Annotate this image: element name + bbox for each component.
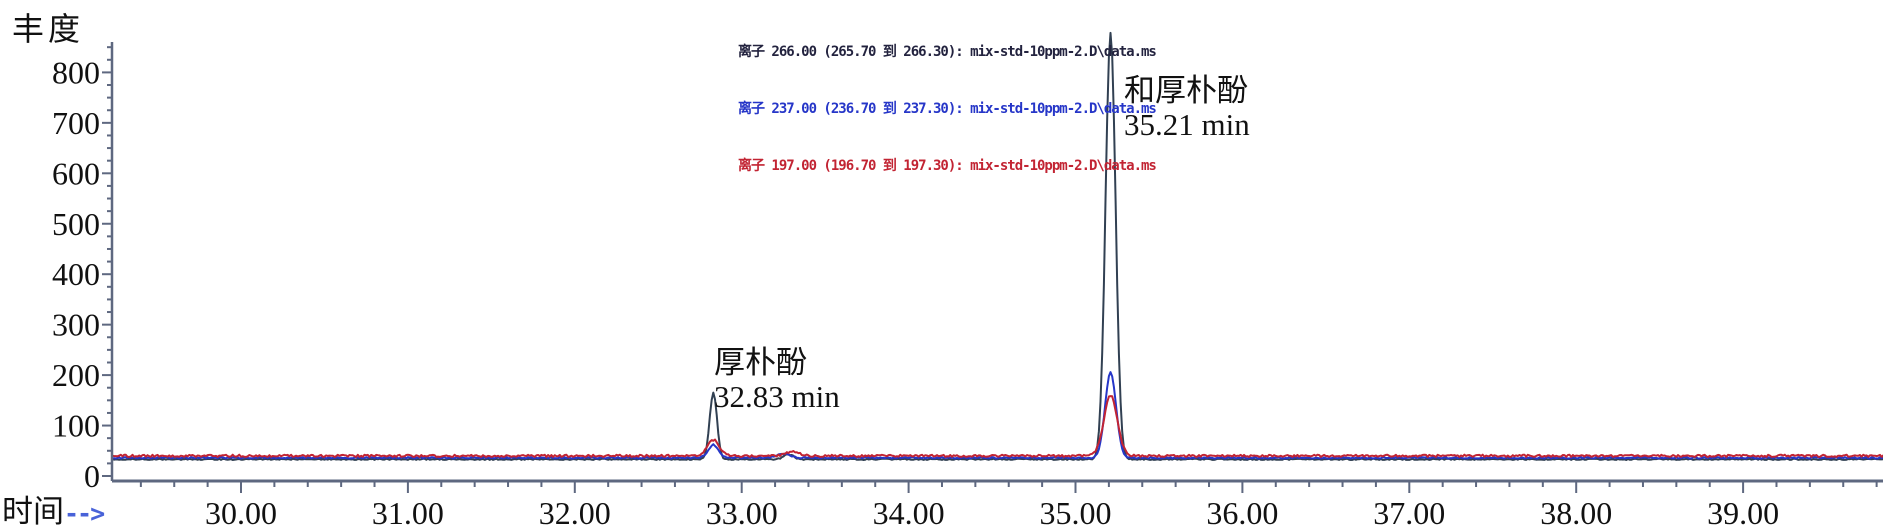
y-tick-label: 500 (52, 206, 100, 242)
x-tick-label: 34.00 (873, 495, 945, 529)
trace-ion-266 (111, 31, 1883, 461)
y-tick-label: 0 (84, 458, 100, 494)
x-tick-label: 38.00 (1540, 495, 1612, 529)
x-tick-label: 31.00 (372, 495, 444, 529)
legend-row-ion-237: 离子 237.00 (236.70 到 237.30): mix-std-10p… (738, 101, 1157, 117)
y-tick-label: 800 (52, 54, 100, 90)
x-axis-title-text: 时间 (2, 494, 64, 529)
y-axis-title: 丰度 (12, 11, 85, 47)
legend-row-ion-266: 离子 266.00 (265.70 到 266.30): mix-std-10p… (738, 44, 1157, 60)
x-tick-label: 30.00 (205, 495, 277, 529)
x-axis-title: 时间--> (2, 486, 105, 529)
peak-retention-time: 35.21 min (1124, 107, 1250, 142)
legend-row-ion-197: 离子 197.00 (196.70 到 197.30): mix-std-10p… (738, 158, 1157, 174)
y-tick-label: 600 (52, 155, 100, 191)
y-tick-label: 200 (52, 357, 100, 393)
x-tick-label: 33.00 (706, 495, 778, 529)
trace-ion-237 (111, 371, 1883, 460)
peak-annotation-magnolol: 厚朴酚 32.83 min (714, 346, 840, 414)
x-tick-label: 37.00 (1373, 495, 1445, 529)
x-tick-label: 36.00 (1206, 495, 1278, 529)
x-tick-label: 32.00 (539, 495, 611, 529)
peak-retention-time: 32.83 min (714, 379, 840, 414)
y-tick-label: 700 (52, 105, 100, 141)
x-axis-arrow-icon: --> (64, 499, 105, 528)
legend: 离子 266.00 (265.70 到 266.30): mix-std-10p… (738, 5, 1157, 214)
peak-compound-name: 厚朴酚 (714, 345, 807, 380)
x-tick-label: 35.00 (1040, 495, 1112, 529)
y-tick-label: 100 (52, 408, 100, 444)
x-tick-label: 39.00 (1707, 495, 1779, 529)
trace-ion-197 (111, 395, 1883, 458)
peak-compound-name: 和厚朴酚 (1124, 73, 1248, 108)
y-tick-label: 300 (52, 307, 100, 343)
peak-annotation-honokiol: 和厚朴酚 35.21 min (1124, 74, 1250, 142)
y-tick-label: 400 (52, 256, 100, 292)
